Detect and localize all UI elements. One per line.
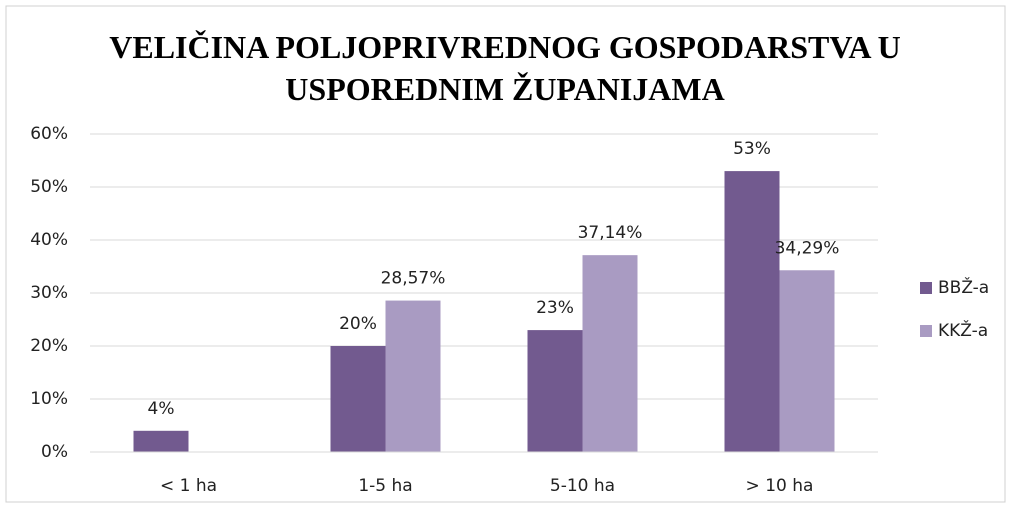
data-label: 20% [339, 314, 377, 334]
legend-label: BBŽ-a [938, 276, 989, 298]
bar [527, 330, 583, 452]
y-tick-label: 50% [30, 177, 68, 197]
bar [133, 430, 189, 452]
chart-title: VELIČINA POLJOPRIVREDNOG GOSPODARSTVA U … [109, 29, 901, 107]
x-tick-label: 5-10 ha [550, 476, 615, 496]
data-label: 23% [536, 298, 574, 318]
x-tick-label: 1-5 ha [358, 476, 412, 496]
y-tick-label: 10% [30, 389, 68, 409]
bar [724, 171, 780, 452]
x-tick-label: > 10 ha [746, 476, 814, 496]
data-label: 37,14% [578, 223, 643, 243]
y-tick-label: 20% [30, 336, 68, 356]
data-label: 28,57% [381, 269, 446, 289]
legend-swatch [920, 325, 932, 337]
bar [385, 300, 441, 452]
bar [330, 346, 386, 452]
legend-swatch [920, 282, 932, 294]
y-tick-label: 40% [30, 230, 68, 250]
x-tick-label: < 1 ha [160, 476, 217, 496]
bar [582, 255, 638, 452]
data-label: 4% [148, 399, 175, 419]
chart-border [5, 5, 1006, 503]
bar [779, 270, 835, 452]
data-label: 34,29% [775, 238, 840, 258]
y-tick-label: 60% [30, 124, 68, 144]
data-label: 53% [733, 139, 771, 159]
legend-label: KKŽ-a [938, 319, 988, 341]
y-tick-label: 30% [30, 283, 68, 303]
y-tick-label: 0% [41, 442, 68, 462]
